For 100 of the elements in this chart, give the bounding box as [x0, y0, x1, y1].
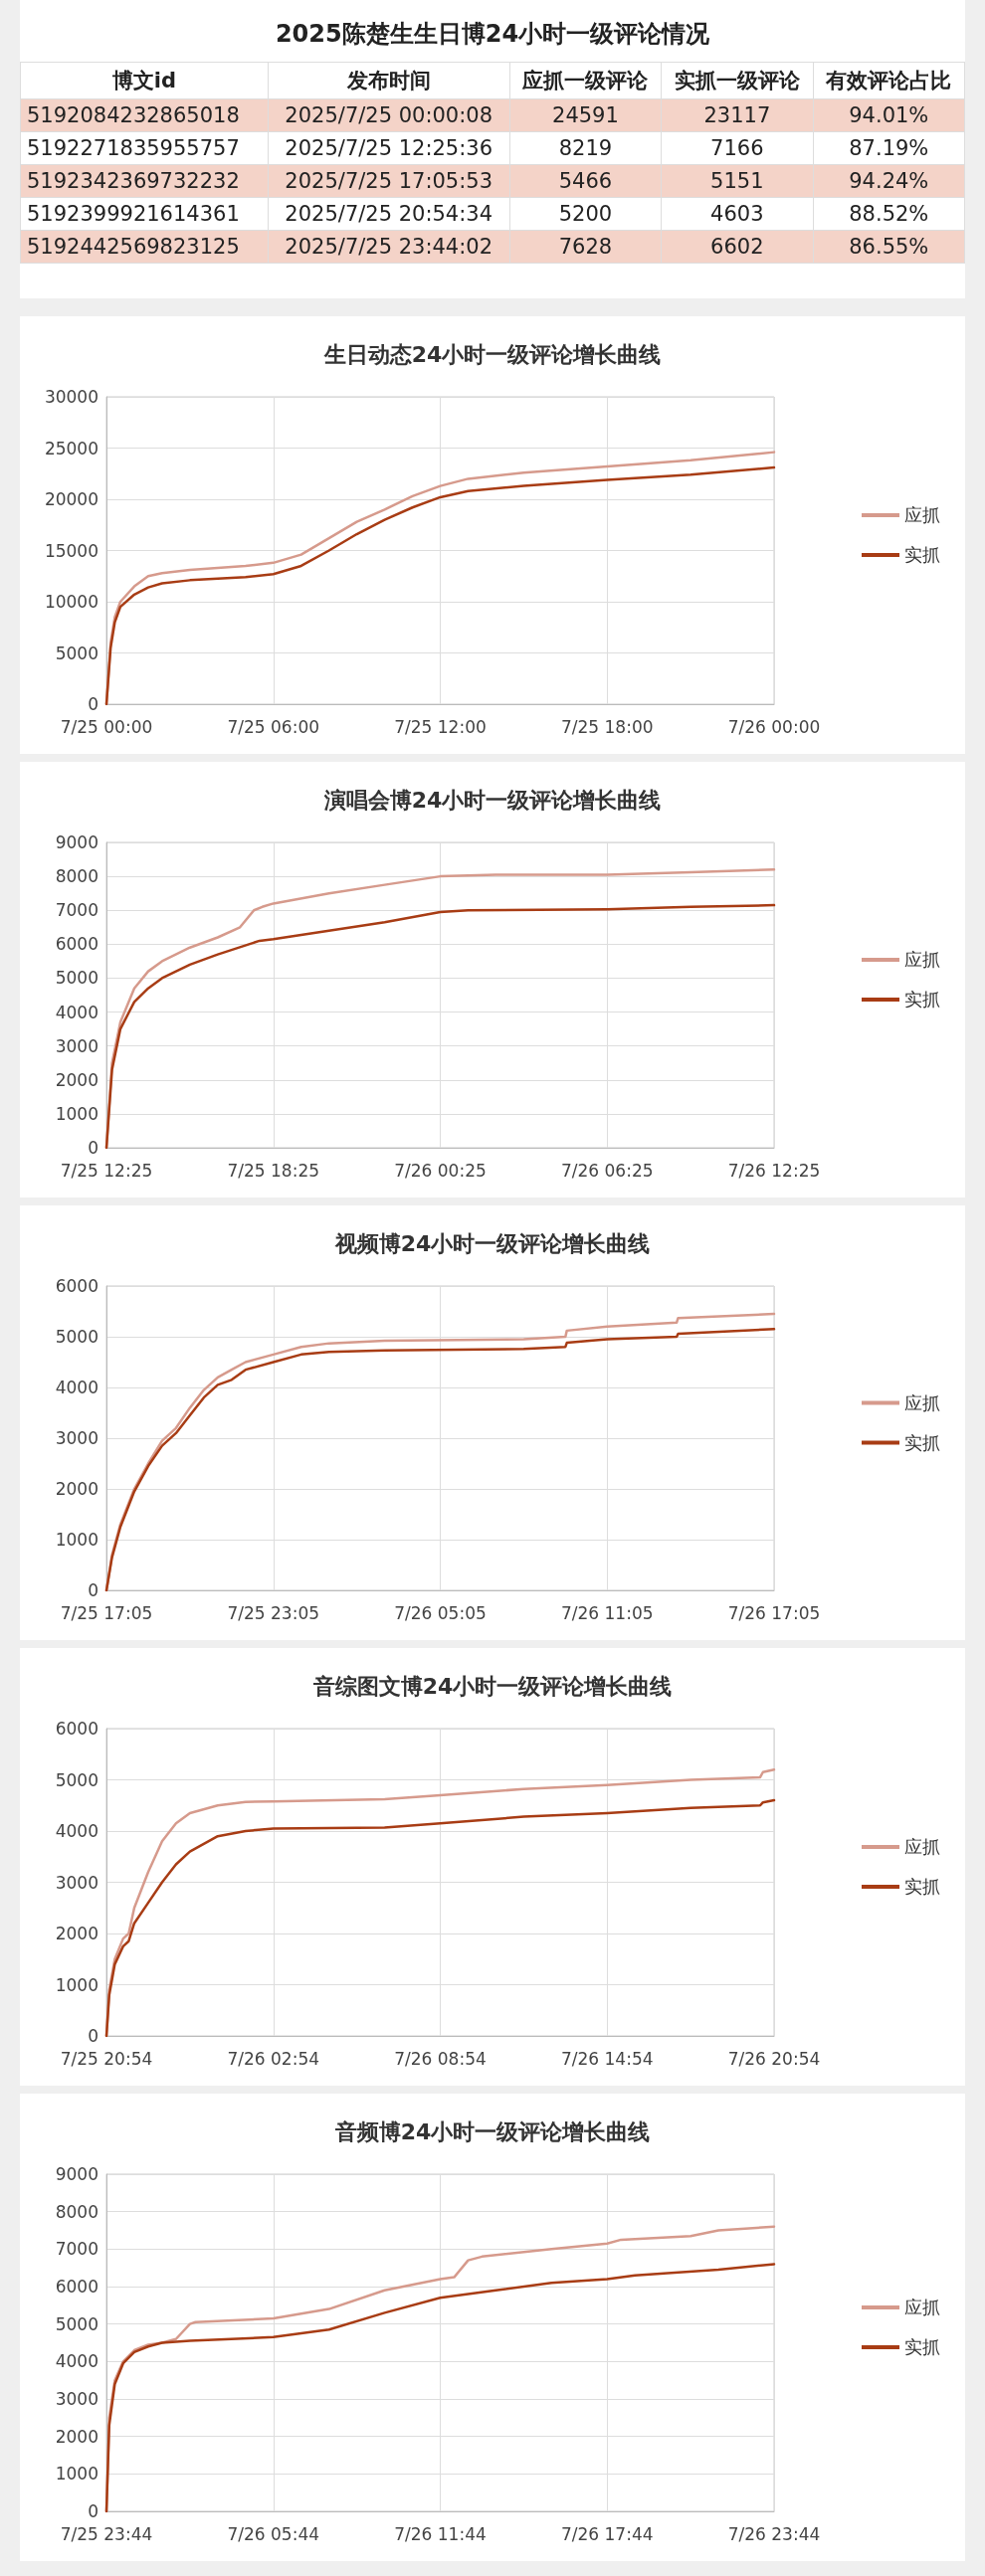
y-tick-label: 5000 [55, 2313, 98, 2334]
text: 2025/7/25 23:44:02 [268, 230, 510, 264]
text: 24591 [509, 98, 662, 132]
y-tick-label: 3000 [55, 2389, 98, 2409]
chart-title: 生日动态24小时一级评论增长曲线 [322, 341, 662, 367]
y-tick-label: 8000 [55, 2201, 98, 2222]
legend-label: 应抓 [904, 1837, 940, 1857]
x-tick-label: 7/26 05:44 [227, 2523, 320, 2544]
x-tick-label: 7/25 23:44 [60, 2523, 153, 2544]
category-label: 博文id [20, 62, 269, 99]
text: 88.52% [813, 197, 965, 231]
x-tick-label: 7/26 20:54 [727, 2048, 821, 2069]
text: 2025/7/25 17:05:53 [268, 164, 510, 198]
y-tick-label: 1000 [55, 1974, 98, 1995]
y-tick-label: 2000 [55, 2426, 98, 2447]
y-tick-label: 3000 [55, 1872, 98, 1893]
category-label: 实抓一级评论 [661, 62, 814, 99]
x-tick-label: 7/25 18:00 [560, 716, 654, 737]
y-tick-label: 30000 [44, 387, 98, 407]
y-tick-label: 5000 [55, 1327, 98, 1347]
x-tick-label: 7/26 02:54 [227, 2048, 320, 2069]
legend-label: 实抓 [904, 1432, 940, 1453]
y-tick-label: 2000 [55, 1479, 98, 1499]
y-tick-label: 6000 [55, 1276, 98, 1296]
text: 5192342369732232 [20, 164, 269, 198]
text: 5200 [509, 197, 662, 231]
y-tick-label: 6000 [55, 934, 98, 955]
category-label: 发布时间 [268, 62, 510, 99]
x-tick-label: 7/26 05:05 [394, 1602, 487, 1623]
text: 5192271835955757 [20, 131, 269, 165]
y-tick-label: 0 [88, 2026, 98, 2046]
category-label: 应抓一级评论 [509, 62, 662, 99]
text: 86.55% [813, 230, 965, 264]
text: 2025/7/25 00:00:08 [268, 98, 510, 132]
text: 2025/7/25 12:25:36 [268, 131, 510, 165]
text: 6602 [661, 230, 814, 264]
legend-label: 实抓 [904, 2337, 940, 2357]
y-tick-label: 4000 [55, 1821, 98, 1841]
y-tick-label: 4000 [55, 2351, 98, 2372]
x-tick-label: 7/26 08:54 [394, 2048, 487, 2069]
chart-title: 视频博24小时一级评论增长曲线 [333, 1230, 651, 1256]
x-tick-label: 7/26 06:25 [560, 1160, 654, 1181]
y-tick-label: 6000 [55, 1719, 98, 1739]
legend-label: 实抓 [904, 545, 940, 565]
y-tick-label: 6000 [55, 2277, 98, 2297]
y-tick-label: 5000 [55, 643, 98, 663]
chart-title: 演唱会博24小时一级评论增长曲线 [322, 787, 662, 813]
x-tick-label: 7/26 12:25 [727, 1160, 821, 1181]
x-tick-label: 7/26 11:05 [560, 1602, 654, 1623]
text: 8219 [509, 131, 662, 165]
x-tick-label: 7/25 12:00 [394, 716, 487, 737]
y-tick-label: 15000 [44, 540, 98, 561]
y-tick-label: 4000 [55, 1002, 98, 1022]
legend-label: 应抓 [904, 1392, 940, 1413]
y-tick-label: 9000 [55, 832, 98, 852]
legend-label: 实抓 [904, 1877, 940, 1897]
y-tick-label: 2000 [55, 1924, 98, 1943]
y-tick-label: 7000 [55, 900, 98, 921]
y-tick-label: 10000 [44, 592, 98, 612]
x-tick-label: 7/26 17:05 [727, 1602, 821, 1623]
y-tick-label: 7000 [55, 2239, 98, 2260]
y-tick-label: 1000 [55, 1530, 98, 1550]
y-tick-label: 0 [88, 1580, 98, 1600]
text: 94.01% [813, 98, 965, 132]
x-tick-label: 7/25 18:25 [227, 1160, 320, 1181]
text: 5192084232865018 [20, 98, 269, 132]
y-tick-label: 3000 [55, 1428, 98, 1448]
x-tick-label: 7/26 00:25 [394, 1160, 487, 1181]
text: 5192442569823125 [20, 230, 269, 264]
text: 5151 [661, 164, 814, 198]
x-tick-label: 7/26 23:44 [727, 2523, 821, 2544]
chart-title: 音综图文博24小时一级评论增长曲线 [311, 1673, 673, 1699]
y-tick-label: 3000 [55, 1035, 98, 1056]
text: 5466 [509, 164, 662, 198]
text: 4603 [661, 197, 814, 231]
text: 7628 [509, 230, 662, 264]
legend-label: 应抓 [904, 950, 940, 970]
x-tick-label: 7/25 20:54 [60, 2048, 153, 2069]
x-tick-label: 7/25 12:25 [60, 1160, 153, 1181]
legend-label: 应抓 [904, 2298, 940, 2317]
chart-title: 音频博24小时一级评论增长曲线 [333, 2118, 651, 2144]
y-tick-label: 1000 [55, 2464, 98, 2484]
x-tick-label: 7/26 17:44 [560, 2523, 654, 2544]
category-label: 有效评论占比 [813, 62, 965, 99]
text: 7166 [661, 131, 814, 165]
text: 2025/7/25 20:54:34 [268, 197, 510, 231]
x-tick-label: 7/25 23:05 [227, 1602, 320, 1623]
y-tick-label: 5000 [55, 968, 98, 989]
y-tick-label: 20000 [44, 489, 98, 509]
y-tick-label: 1000 [55, 1103, 98, 1124]
text: 23117 [661, 98, 814, 132]
x-tick-label: 7/26 11:44 [394, 2523, 487, 2544]
text: 87.19% [813, 131, 965, 165]
y-tick-label: 9000 [55, 2164, 98, 2184]
x-tick-label: 7/26 00:00 [727, 716, 821, 737]
text: 5192399921614361 [20, 197, 269, 231]
y-tick-label: 0 [88, 694, 98, 714]
y-tick-label: 25000 [44, 438, 98, 459]
x-tick-label: 7/25 17:05 [60, 1602, 153, 1623]
text: 94.24% [813, 164, 965, 198]
